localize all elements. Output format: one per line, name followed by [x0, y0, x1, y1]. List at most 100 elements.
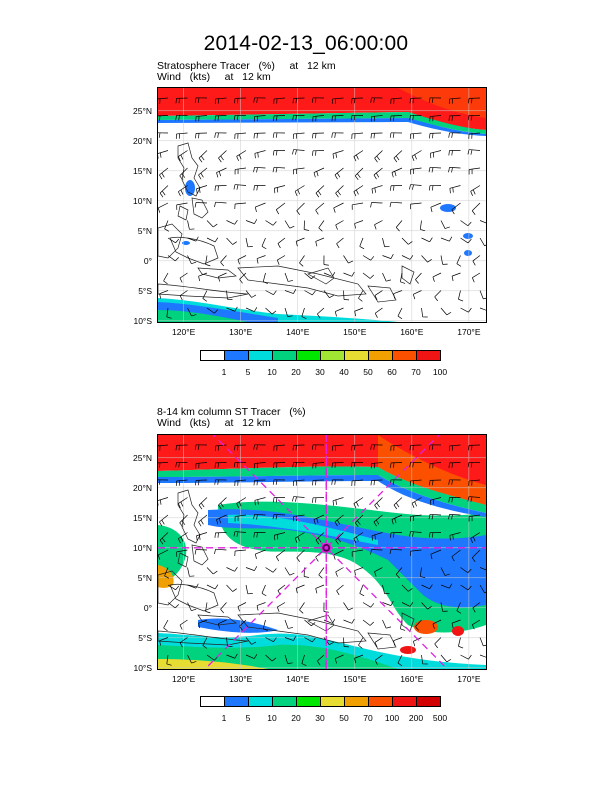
wind-barb [359, 584, 365, 597]
colorbar-label: 1 [221, 713, 227, 723]
lon-tick-label: 120°E [172, 674, 196, 684]
lat-tick-label: 20°N [133, 482, 152, 493]
wind-barb [401, 237, 413, 245]
wind-barb [440, 583, 453, 589]
wind-barb [456, 255, 462, 267]
wind-barb [195, 479, 208, 486]
tracer-green-region [218, 501, 486, 633]
wind-barb [429, 132, 442, 139]
wind-barb [245, 637, 257, 645]
wind-barb [354, 220, 364, 229]
wind-barb [440, 255, 448, 265]
wind-barb [468, 97, 481, 104]
wind-barb [254, 549, 266, 560]
colorbar-label: 500 [432, 713, 448, 723]
wind-barb [354, 654, 364, 664]
wind-barb [234, 202, 247, 210]
wind-barb [284, 636, 297, 641]
wind-barb [158, 497, 169, 506]
colorbar-swatch [296, 696, 321, 707]
tracer-cyan-region [228, 514, 378, 545]
colorbar-swatch [368, 696, 393, 707]
wind-barb [214, 479, 227, 485]
wind-barb [187, 654, 197, 664]
wind-barb [214, 185, 227, 191]
colorbar-label: 50 [363, 367, 373, 377]
wind-barb [214, 532, 227, 538]
colorbar-swatch [200, 350, 225, 361]
wind-barb [273, 444, 286, 451]
colorbar-swatch [224, 350, 249, 361]
lat-tick-label: 20°N [133, 135, 152, 146]
wind-barb [299, 602, 305, 614]
wind-barb [226, 237, 237, 245]
wind-barb [460, 220, 472, 227]
wind-barb [449, 185, 461, 194]
wind-barb [373, 514, 383, 527]
wind-barb [196, 532, 208, 541]
wind-barb [382, 254, 394, 259]
wind-barb [158, 479, 169, 485]
wind-barb [292, 97, 305, 104]
panel1-colorbar [200, 350, 441, 361]
wind-barb [410, 514, 422, 522]
wind-barb [194, 549, 208, 555]
wind-barb [358, 637, 364, 649]
wind-barb [390, 97, 403, 104]
wind-barb [256, 255, 266, 264]
coastline [191, 197, 209, 219]
wind-barb [198, 497, 208, 510]
wind-barb [311, 444, 325, 450]
colorbar-swatch [320, 696, 345, 707]
wind-barb [389, 201, 403, 208]
coastline [169, 583, 219, 612]
wind-barb [400, 272, 406, 284]
lat-tick-label: 0° [143, 602, 152, 613]
colorbar-label: 1 [221, 367, 227, 377]
wind-barb [451, 549, 461, 562]
wind-barb [456, 602, 462, 614]
wind-barb [382, 237, 390, 248]
wind-barb [245, 654, 258, 659]
wind-barb [370, 132, 383, 139]
wind-barb [159, 290, 169, 299]
wind-barb [351, 202, 364, 210]
wind-barb [179, 272, 188, 283]
wind-barb [233, 114, 247, 121]
wind-barb [313, 167, 325, 178]
wind-barb [312, 132, 325, 139]
wind-barb [432, 619, 442, 629]
wind-barb [303, 220, 310, 231]
wind-barb [449, 532, 461, 541]
wind-barb [362, 602, 375, 608]
wind-barb [448, 444, 461, 451]
coastline [401, 265, 415, 285]
wind-barb [460, 567, 472, 574]
wind-barb [448, 97, 461, 104]
wind-barb [370, 462, 383, 469]
wind-barb [415, 619, 422, 631]
colorbar-swatch [296, 350, 321, 361]
page-title: 2014-02-13_06:00:00 [203, 32, 409, 55]
wind-barb [332, 150, 344, 159]
wind-barb [198, 150, 208, 163]
wind-barb [391, 167, 403, 178]
wind-barb [374, 290, 383, 301]
wind-barb [312, 115, 325, 122]
wind-barb [415, 272, 422, 284]
wind-barb [468, 167, 481, 175]
wind-barb [421, 237, 433, 243]
wind-barb [265, 567, 277, 573]
wind-barb [239, 619, 247, 631]
panel2-title-line2: Wind (kts) at 12 km [157, 417, 271, 429]
wind-barb [334, 307, 344, 317]
colorbar-swatch [392, 350, 417, 361]
wind-barb [167, 602, 179, 609]
wind-barb [159, 532, 169, 545]
wind-barb [429, 462, 442, 469]
wind-barb [390, 462, 403, 468]
wind-barb [253, 115, 266, 122]
wind-barb [237, 255, 247, 265]
lon-tick-label: 130°E [229, 674, 253, 684]
wind-barb [430, 202, 442, 213]
